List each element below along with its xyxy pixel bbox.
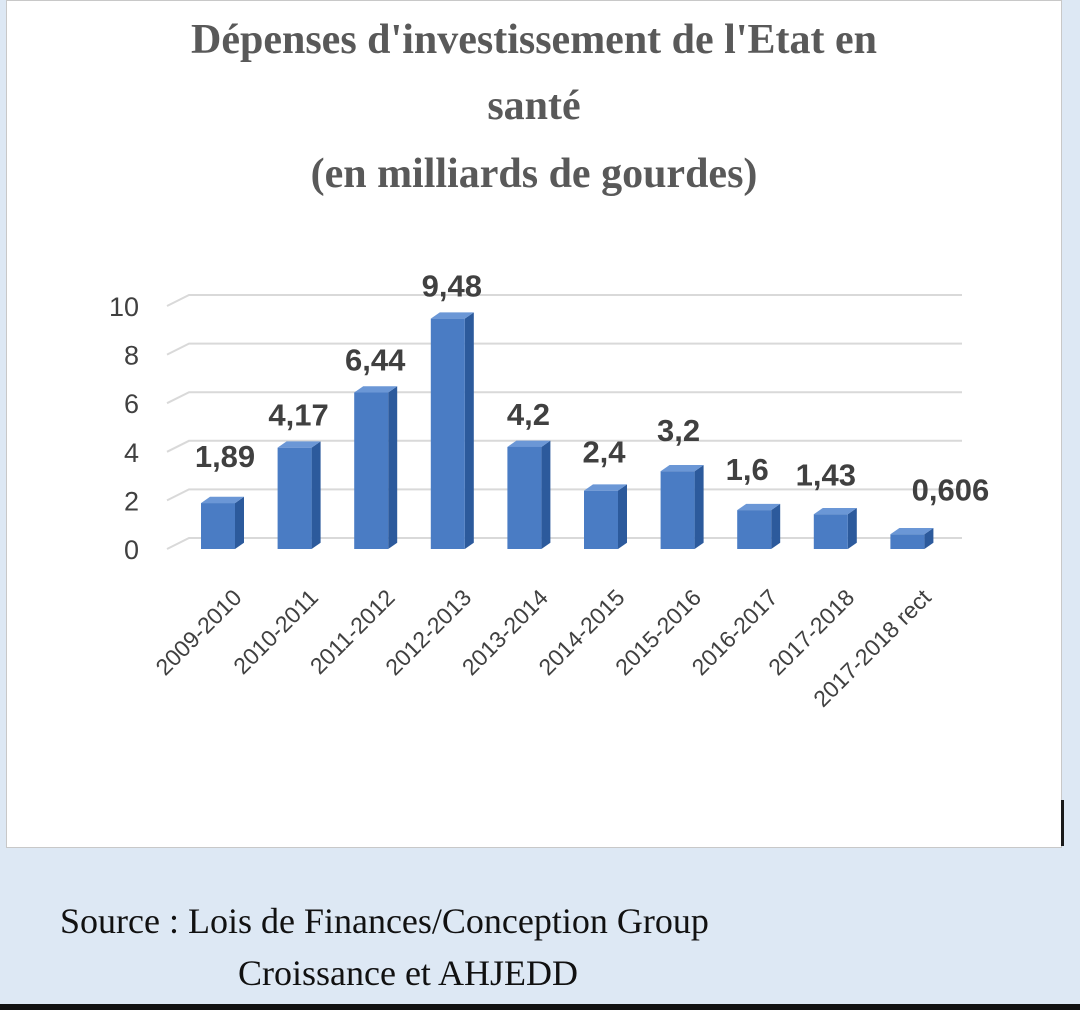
bars <box>201 312 934 549</box>
chart-title-line-3: (en milliards de gourdes) <box>311 151 758 197</box>
y-tick-label: 8 <box>124 341 139 371</box>
data-label: 9,48 <box>422 269 482 304</box>
bar <box>890 527 934 549</box>
x-axis-categories: 2009-20102010-20112011-20122012-20132013… <box>150 584 936 712</box>
data-labels: 1,89 4,17 6,44 9,48 4,2 2,4 3,2 1,6 1,43 0,606 <box>195 269 989 508</box>
bar-chart: Dépenses d'investissement de l'Etat en s… <box>109 17 989 712</box>
bar <box>660 464 704 549</box>
gridline <box>166 488 962 502</box>
chart-panel: Dépenses d'investissement de l'Etat en s… <box>6 0 1062 848</box>
y-tick-label: 6 <box>124 389 139 419</box>
y-tick-label: 10 <box>109 292 139 322</box>
data-label: 2,4 <box>582 435 626 470</box>
y-tick-label: 4 <box>124 438 139 468</box>
y-axis-ticks: 0 2 4 6 8 10 <box>109 292 139 565</box>
data-label: 1,6 <box>726 452 769 487</box>
bar <box>813 507 857 549</box>
y-tick-label: 0 <box>124 535 139 565</box>
bar <box>584 484 627 549</box>
source-note: Source : Lois de Finances/Conception Gro… <box>0 848 1080 1006</box>
gridline <box>166 342 962 356</box>
data-label: 1,89 <box>195 439 255 474</box>
bar <box>430 312 474 549</box>
chart-title-line-2: santé <box>487 83 580 129</box>
bar <box>507 440 551 549</box>
gridline <box>166 294 962 307</box>
data-label: 0,606 <box>912 472 990 507</box>
source-line-1: Source : Lois de Finances/Conception Gro… <box>60 901 709 941</box>
chart-title-line-1: Dépenses d'investissement de l'Etat en <box>191 17 877 63</box>
gridlines <box>166 294 962 550</box>
y-tick-label: 2 <box>124 486 139 516</box>
chart-title: Dépenses d'investissement de l'Etat en s… <box>191 17 877 197</box>
bar <box>277 441 321 549</box>
data-label: 4,2 <box>507 397 550 432</box>
data-label: 4,17 <box>268 398 328 433</box>
data-label: 6,44 <box>345 343 406 378</box>
data-label: 3,2 <box>657 413 700 448</box>
bar <box>201 496 244 549</box>
source-line-2: Croissance et AHJEDD <box>238 953 578 993</box>
bottom-border <box>0 1004 1080 1010</box>
bar <box>354 386 398 549</box>
gridline <box>166 391 962 405</box>
bar <box>737 503 781 549</box>
gridline <box>166 439 962 453</box>
edge-mark <box>1061 800 1064 846</box>
gridline <box>166 537 962 550</box>
data-label: 1,43 <box>796 457 856 492</box>
